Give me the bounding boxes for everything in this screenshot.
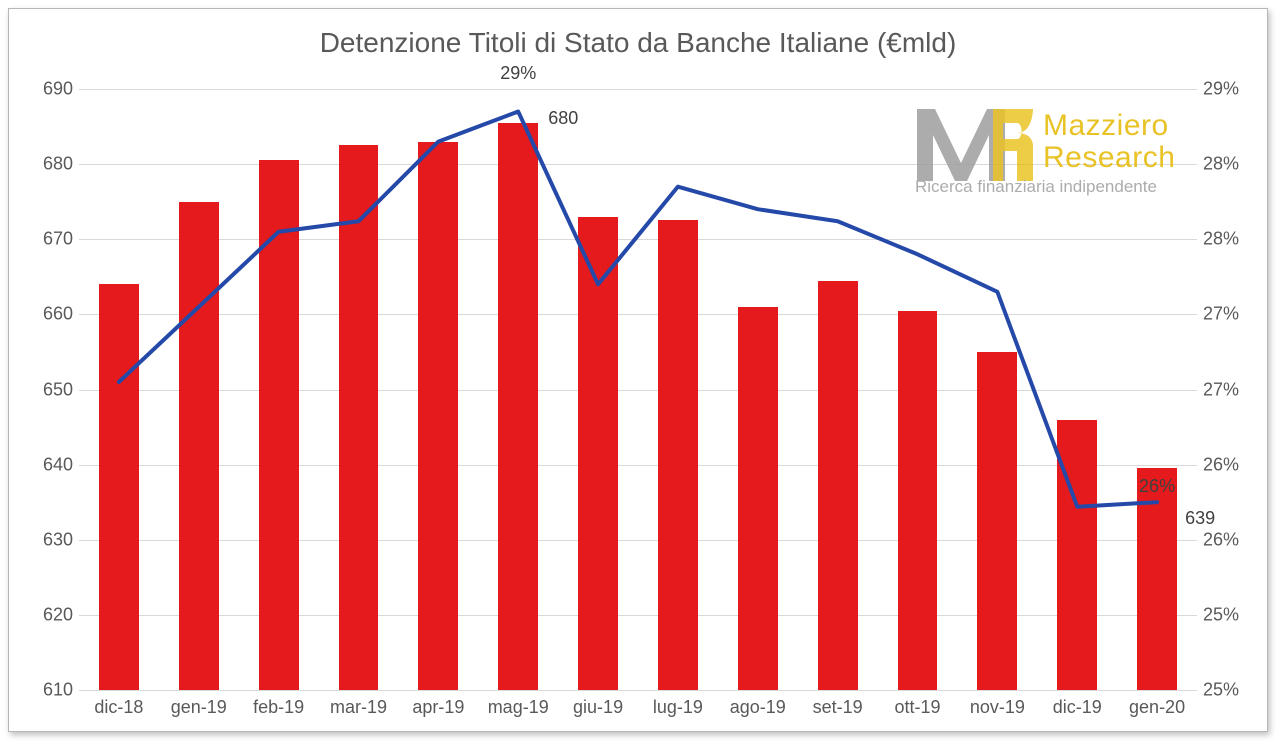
x-tick-label: dic-18 (94, 697, 143, 718)
x-tick-label: lug-19 (653, 697, 703, 718)
x-tick-label: ago-19 (730, 697, 786, 718)
x-tick-label: dic-19 (1053, 697, 1102, 718)
x-tick-label: mar-19 (330, 697, 387, 718)
y-left-tick-label: 690 (29, 79, 73, 100)
y-right-tick-label: 28% (1203, 229, 1253, 250)
y-left-tick-label: 640 (29, 454, 73, 475)
x-tick-label: gen-20 (1129, 697, 1185, 718)
x-tick-label: mag-19 (488, 697, 549, 718)
data-label: 29% (500, 63, 536, 84)
y-right-tick-label: 26% (1203, 454, 1253, 475)
line-series (79, 89, 1197, 690)
data-label: 26% (1139, 476, 1175, 497)
y-right-tick-label: 26% (1203, 529, 1253, 550)
x-tick-label: apr-19 (412, 697, 464, 718)
data-label: 639 (1185, 508, 1215, 529)
x-tick-label: giu-19 (573, 697, 623, 718)
y-left-tick-label: 660 (29, 304, 73, 325)
y-right-tick-label: 28% (1203, 154, 1253, 175)
x-tick-label: nov-19 (970, 697, 1025, 718)
chart-container: Detenzione Titoli di Stato da Banche Ita… (8, 8, 1268, 732)
y-left-tick-label: 670 (29, 229, 73, 250)
y-left-tick-label: 610 (29, 680, 73, 701)
y-right-tick-label: 27% (1203, 379, 1253, 400)
x-tick-label: gen-19 (171, 697, 227, 718)
gridline (79, 690, 1197, 691)
data-label: 680 (548, 108, 578, 129)
x-tick-label: feb-19 (253, 697, 304, 718)
y-right-tick-label: 25% (1203, 680, 1253, 701)
chart-title: Detenzione Titoli di Stato da Banche Ita… (9, 27, 1267, 59)
y-left-tick-label: 650 (29, 379, 73, 400)
y-right-tick-label: 27% (1203, 304, 1253, 325)
y-left-tick-label: 630 (29, 529, 73, 550)
plot-area: 61062063064065066067068069025%25%26%26%2… (79, 89, 1197, 691)
y-left-tick-label: 620 (29, 604, 73, 625)
y-right-tick-label: 25% (1203, 604, 1253, 625)
y-right-tick-label: 29% (1203, 79, 1253, 100)
y-left-tick-label: 680 (29, 154, 73, 175)
x-tick-label: ott-19 (894, 697, 940, 718)
x-tick-label: set-19 (813, 697, 863, 718)
